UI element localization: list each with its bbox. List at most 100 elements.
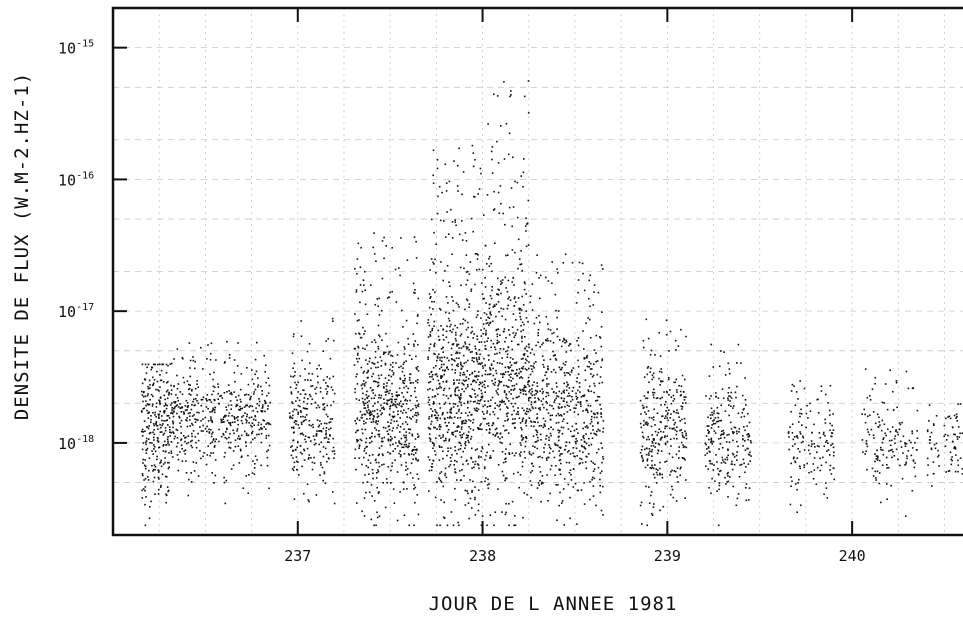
data-point — [559, 339, 561, 341]
data-point — [791, 445, 794, 447]
data-point — [534, 446, 536, 448]
data-point — [727, 454, 729, 457]
data-point — [405, 403, 408, 405]
data-point — [180, 419, 183, 422]
data-point — [954, 433, 956, 436]
data-point — [864, 368, 867, 370]
data-point — [524, 445, 527, 448]
data-point — [308, 457, 310, 459]
data-point — [831, 432, 834, 434]
data-point — [650, 445, 653, 447]
data-point — [866, 445, 869, 448]
data-point — [797, 448, 799, 450]
data-point — [558, 431, 560, 434]
data-point — [520, 358, 523, 360]
data-point — [486, 340, 488, 342]
data-point — [589, 498, 591, 501]
data-point — [375, 260, 377, 262]
data-point — [464, 441, 467, 443]
data-point — [398, 404, 400, 406]
data-point — [489, 368, 492, 371]
data-point — [403, 428, 405, 430]
data-point — [378, 453, 380, 456]
data-point — [791, 423, 794, 425]
data-point — [457, 343, 460, 346]
data-point — [141, 382, 144, 385]
data-point — [721, 456, 724, 459]
data-point — [223, 481, 226, 484]
data-point — [593, 284, 596, 286]
data-point — [302, 415, 304, 418]
data-point — [229, 392, 231, 395]
data-point — [299, 445, 302, 447]
data-point — [512, 313, 515, 315]
data-point — [165, 404, 167, 406]
data-point — [801, 424, 803, 426]
data-point — [416, 381, 419, 384]
data-point — [233, 432, 235, 435]
data-point — [472, 421, 474, 424]
data-point — [463, 432, 465, 435]
data-point — [494, 242, 496, 244]
data-point — [171, 411, 173, 414]
data-point — [263, 354, 265, 357]
data-point — [519, 391, 522, 394]
data-point — [395, 398, 398, 401]
data-point — [601, 381, 604, 384]
data-point — [481, 365, 484, 367]
data-point — [642, 459, 644, 461]
data-point — [415, 257, 418, 259]
data-point — [560, 415, 563, 417]
data-point — [705, 395, 707, 397]
data-point — [538, 277, 540, 279]
data-point — [447, 302, 449, 304]
data-point — [728, 404, 730, 406]
data-point — [245, 475, 247, 477]
data-point — [202, 410, 204, 412]
data-point — [151, 366, 154, 369]
data-point — [908, 439, 911, 442]
data-point — [526, 359, 528, 362]
data-point — [904, 442, 906, 444]
data-point — [291, 402, 294, 405]
data-point — [498, 212, 501, 214]
data-point — [455, 357, 458, 359]
data-point — [427, 456, 430, 458]
data-point — [381, 412, 383, 414]
data-point — [891, 439, 893, 442]
data-point — [570, 400, 572, 403]
data-point — [519, 388, 521, 391]
data-point — [358, 457, 361, 459]
data-point — [597, 395, 599, 398]
data-point — [477, 371, 480, 373]
data-point — [563, 382, 565, 385]
data-point — [487, 322, 489, 324]
data-point — [389, 291, 391, 294]
data-point — [710, 395, 712, 397]
data-point — [588, 437, 590, 440]
data-point — [485, 454, 487, 457]
data-point — [731, 468, 734, 471]
data-point — [478, 455, 480, 458]
data-point — [549, 358, 552, 361]
data-point — [454, 390, 456, 393]
data-point — [718, 470, 721, 473]
data-point — [158, 416, 160, 418]
data-point — [325, 427, 328, 429]
data-point — [193, 404, 195, 407]
data-point — [749, 451, 751, 454]
data-point — [440, 471, 443, 473]
data-point — [445, 380, 448, 382]
data-point — [954, 446, 956, 448]
data-point — [736, 440, 738, 443]
data-point — [910, 454, 913, 457]
data-point — [675, 453, 678, 456]
data-point — [737, 445, 739, 448]
data-point — [209, 352, 212, 355]
data-point — [564, 364, 566, 366]
data-point — [547, 340, 549, 342]
data-point — [731, 431, 734, 433]
data-point — [361, 428, 363, 431]
data-point — [429, 428, 432, 430]
data-point — [961, 432, 963, 434]
